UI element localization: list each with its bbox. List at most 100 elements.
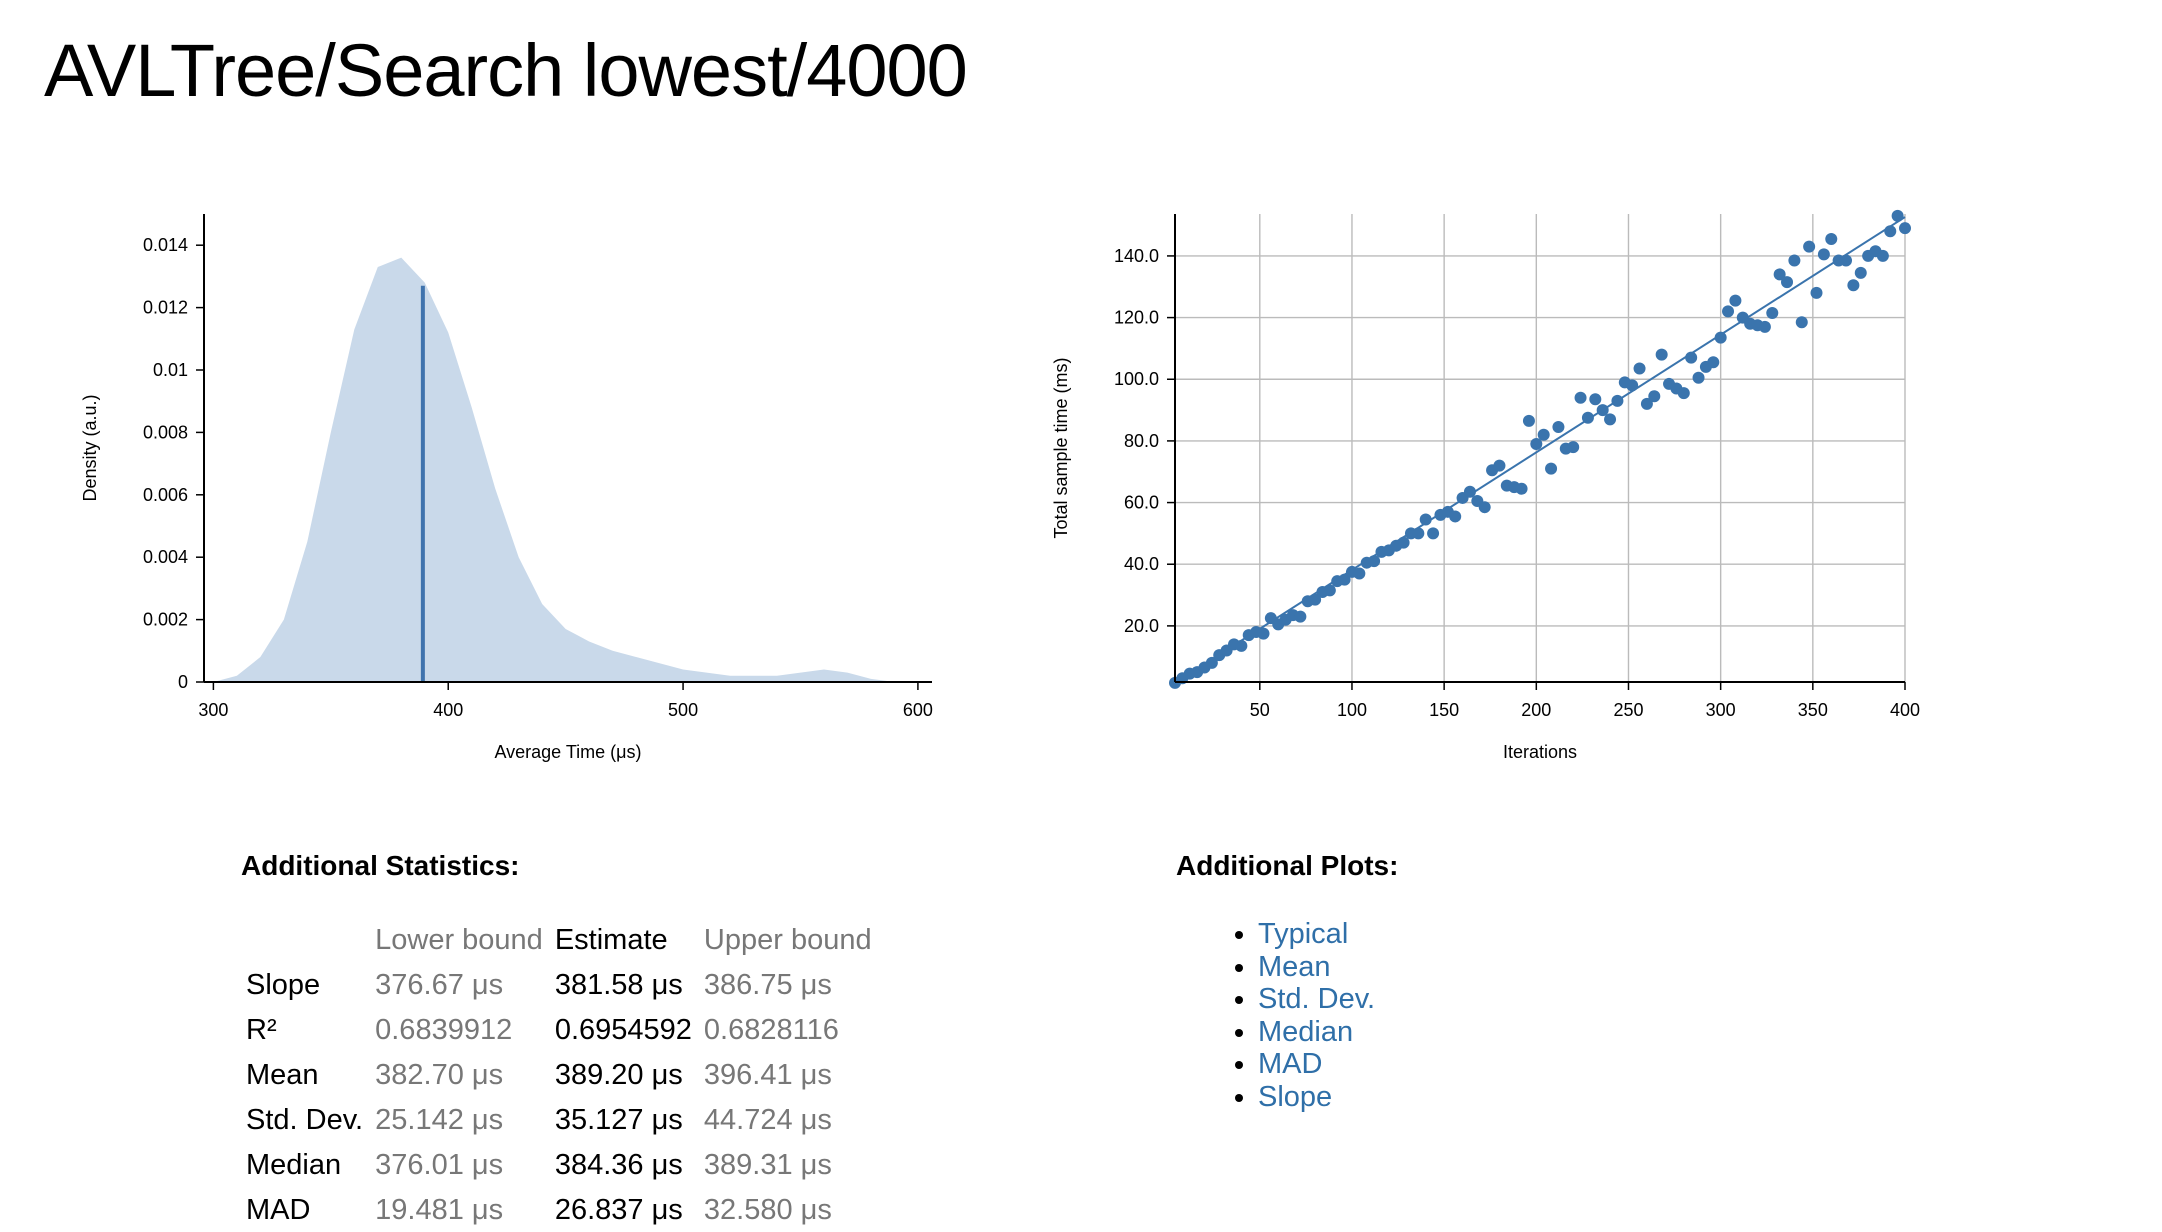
y-tick-label: 0.01 [153,360,188,380]
plot-item: Typical [1258,918,1375,951]
stat-value: 382.70 μs [375,1059,504,1091]
point [1604,413,1617,426]
stat-value: 32.580 μs [703,1194,832,1226]
x-axis-label: Average Time (μs) [494,742,641,762]
stat-value: 25.142 μs [375,1104,504,1136]
row-label: Median [246,1149,342,1181]
y-tick-label: 0.012 [143,298,188,318]
point [1309,593,1322,606]
point [1294,610,1307,623]
stat-value: 44.724 μs [703,1104,832,1136]
point [1655,348,1668,361]
point [1419,513,1432,526]
corner [240,918,369,963]
plot-item: Std. Dev. [1258,983,1375,1016]
plot-link[interactable]: Median [1258,1015,1354,1048]
plot-link[interactable]: MAD [1258,1048,1323,1080]
point [1899,222,1911,235]
section-title: Additional Plots: [1176,850,1399,881]
stats-table: Lower bound Estimate Upper bound Slope 376.… [240,918,878,1232]
y-axis-label: Total sample time (ms) [1051,357,1071,538]
point [1781,276,1794,289]
y-tick-label: 0.006 [143,485,188,505]
x-tick-label: 600 [903,700,933,720]
point [1611,394,1624,407]
y-tick-label: 100.0 [1114,369,1159,389]
x-tick-label: 50 [1250,700,1270,720]
y-tick-label: 0.004 [143,547,188,567]
page-title: AVLTree/Search lowest/4000 [44,29,968,112]
stat-value: 396.41 μs [703,1059,832,1091]
y-tick-label: 0.014 [143,235,188,255]
col-header: Upper bound [703,924,872,956]
point [1449,510,1462,523]
y-tick-label: 140.0 [1114,246,1159,266]
plot-link[interactable]: Typical [1258,918,1349,950]
point [1884,225,1897,238]
point [1515,482,1528,495]
section-title: Additional Statistics: [241,850,520,881]
point [1648,390,1661,403]
point [1677,387,1690,400]
point [1338,573,1351,586]
point [1323,584,1336,597]
point [1205,656,1218,669]
x-tick-label: 350 [1798,700,1828,720]
point [1825,232,1838,245]
point [1876,249,1889,262]
point [1537,428,1550,441]
plot-item: Median [1258,1016,1375,1049]
plot-link[interactable]: Std. Dev. [1258,983,1376,1015]
y-tick-label: 0 [178,672,188,692]
x-tick-label: 200 [1521,700,1551,720]
x-tick-label: 300 [198,700,228,720]
header-row: Lower bound Estimate Upper bound [240,918,878,963]
point [1795,316,1808,329]
plot-link[interactable]: Mean [1258,950,1331,983]
point [1729,294,1742,307]
regression-line [1174,216,1906,684]
point [1235,639,1248,652]
plot-link[interactable]: Slope [1258,1080,1333,1113]
point [1581,411,1594,424]
point [1545,462,1558,475]
point [1633,362,1646,375]
point [1493,459,1506,472]
point [1847,279,1860,292]
x-tick-label: 300 [1706,700,1736,720]
point [1773,268,1786,281]
point [1714,331,1727,344]
stat-value: 389.20 μs [554,1059,683,1091]
plot-item: Slope [1258,1081,1375,1114]
stat-value: 384.36 μs [554,1149,683,1181]
point [1640,397,1653,410]
point [1530,437,1543,450]
point [1707,356,1720,369]
stat-value: 35.127 μs [554,1104,683,1136]
x-tick-label: 150 [1429,700,1459,720]
table-body: Slope 376.67 μs 381.58 μs 386.75 μs R² 0.6839… [240,963,878,1232]
y-axis-label: Density (a.u.) [80,394,100,501]
x-tick-label: 250 [1613,700,1643,720]
point [1552,421,1565,434]
point [1596,404,1609,417]
point [1257,627,1270,640]
point [1353,567,1366,580]
point [1412,527,1425,540]
row-label: Mean [246,1059,319,1091]
row-label: MAD [246,1194,311,1226]
x-tick-label: 400 [433,700,463,720]
point [1567,441,1580,454]
stat-value: 376.67 μs [375,969,504,1001]
row-label: R² [246,1014,277,1046]
stats-row: Median 376.01 μs 384.36 μs 389.31 μs [240,1143,878,1188]
y-tick-label: 0.002 [143,610,188,630]
y-tick-label: 80.0 [1124,431,1159,451]
point [1589,393,1602,406]
point [1840,254,1853,267]
row-label: Slope [246,969,321,1001]
point [1854,266,1867,279]
stat-value: 26.837 μs [554,1194,683,1226]
